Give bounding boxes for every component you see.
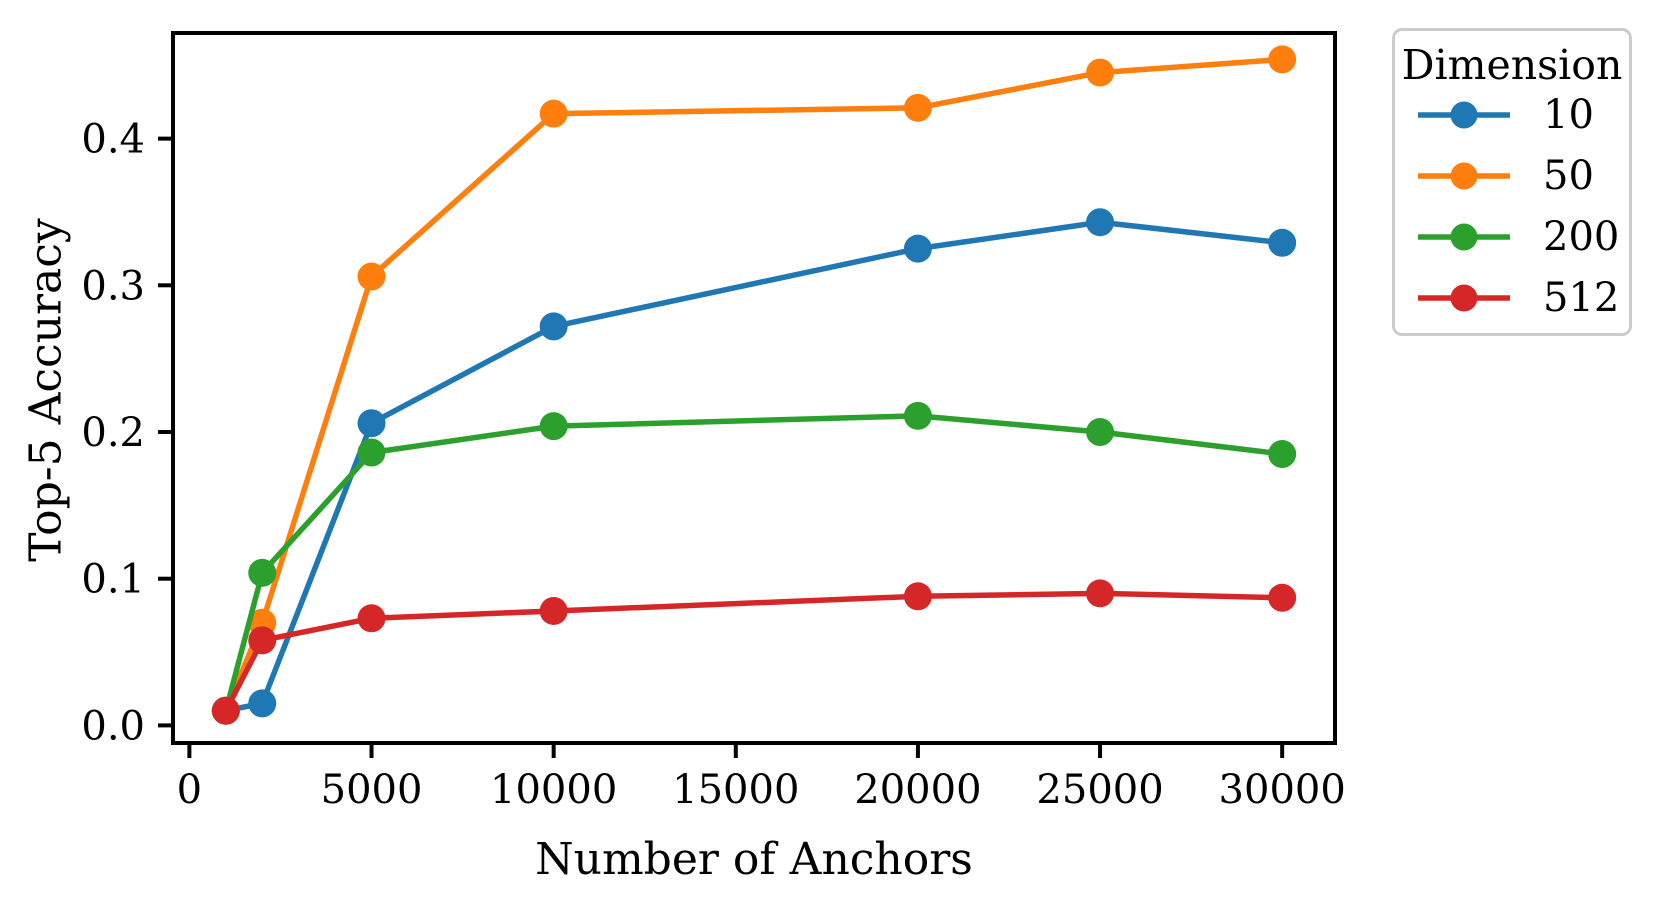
data-point-50 [357,262,386,291]
legend-item-50: 50 [1415,156,1629,196]
x-tick-label: 25000 [1036,767,1163,813]
legend-marker-icon [1418,223,1510,251]
data-point-512 [357,604,386,633]
x-tick-label: 10000 [490,767,617,813]
data-point-50 [1268,45,1297,74]
legend-label: 10 [1543,92,1594,138]
legend-label: 512 [1543,275,1620,321]
data-point-10 [539,312,568,341]
data-point-200 [1086,418,1115,447]
data-point-50 [903,93,932,122]
legend-list: 10 50 200 512 [1395,95,1629,318]
x-tick-label: 15000 [672,767,799,813]
x-tick-label: 20000 [854,767,981,813]
legend: Dimension 10 50 200 512 [1392,28,1632,336]
series-line-512 [223,590,1285,714]
data-point-200 [248,558,277,587]
data-point-200 [539,412,568,441]
data-point-10 [903,234,932,263]
plot-frame [171,31,1337,745]
data-point-10 [248,689,277,718]
legend-label: 50 [1543,153,1594,199]
legend-item-512: 512 [1415,278,1629,318]
data-point-512 [1268,583,1297,612]
y-tick-label: 0.1 [81,557,145,603]
x-tick-label: 5000 [321,767,423,813]
legend-item-10: 10 [1415,95,1629,135]
series-line-10 [223,219,1285,714]
y-tick-label: 0.3 [81,263,145,309]
legend-marker-icon [1418,162,1510,190]
legend-marker-icon [1418,101,1510,129]
y-tick-label: 0.2 [81,410,145,456]
data-point-10 [1086,208,1115,237]
data-point-50 [539,99,568,128]
data-point-50 [1086,58,1115,87]
data-point-512 [211,696,240,725]
data-point-512 [539,596,568,625]
data-point-512 [1086,579,1115,608]
series-line-200 [223,413,1285,714]
data-point-10 [357,409,386,438]
y-tick-label: 0.0 [81,703,145,749]
legend-title: Dimension [1401,41,1623,89]
x-tick-label: 30000 [1219,767,1346,813]
data-point-200 [1268,440,1297,469]
x-tick-label: 0 [177,767,202,813]
legend-item-200: 200 [1415,217,1629,257]
data-point-200 [357,438,386,467]
data-point-512 [903,582,932,611]
data-point-512 [248,626,277,655]
x-axis-label: Number of Anchors [535,834,973,885]
legend-marker-icon [1418,284,1510,312]
legend-label: 200 [1543,214,1620,260]
data-point-10 [1268,228,1297,257]
data-point-200 [903,401,932,430]
y-axis-label: Top-5 Accuracy [20,218,72,562]
y-tick-label: 0.4 [81,117,145,163]
